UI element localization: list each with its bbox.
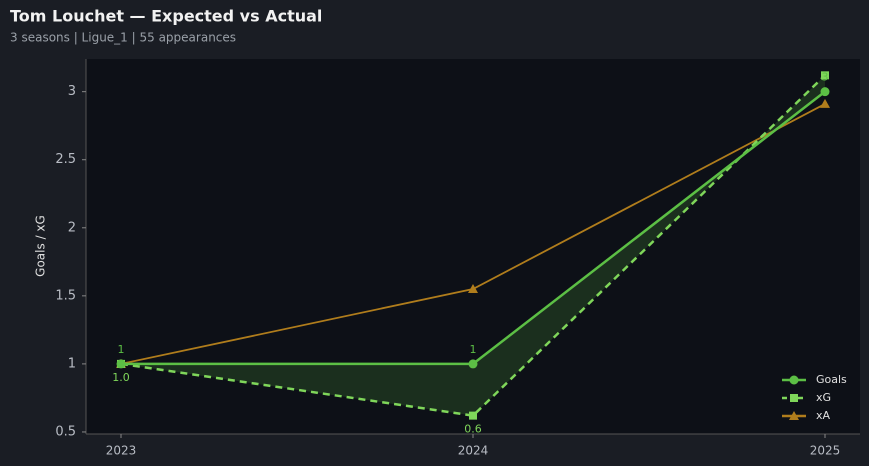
y-tick-label: 0.5: [55, 424, 76, 439]
value-label: 0.6: [464, 423, 482, 436]
point: [468, 359, 478, 369]
value-label: 3: [822, 71, 829, 84]
legend-marker: [790, 394, 798, 402]
value-label: 1: [118, 343, 125, 356]
y-tick-label: 3: [68, 84, 76, 99]
x-tick-label: 2024: [458, 444, 489, 458]
value-label: 1.0: [112, 371, 130, 384]
point: [468, 284, 478, 294]
value-label: 1: [470, 343, 477, 356]
y-tick-label: 1.5: [55, 288, 76, 303]
x-tick-label: 2025: [810, 444, 841, 458]
legend-marker: [789, 411, 799, 420]
point: [821, 71, 829, 80]
legend-marker: [789, 375, 799, 385]
legend-label: Goals: [816, 373, 847, 386]
chart-title: Tom Louchet — Expected vs Actual: [10, 7, 322, 26]
y-tick-label: 2: [68, 220, 76, 235]
x-tick-label: 2023: [106, 444, 137, 458]
point: [469, 411, 477, 420]
y-axis-label: Goals / xG: [34, 215, 48, 277]
y-tick-label: 1: [68, 356, 76, 371]
legend-label: xA: [816, 409, 831, 422]
legend-label: xG: [816, 391, 831, 404]
y-tick-label: 2.5: [55, 152, 76, 167]
plot-area: [86, 59, 860, 434]
point: [116, 359, 126, 369]
chart-subtitle: 3 seasons | Ligue_1 | 55 appearances: [10, 31, 236, 45]
point: [820, 87, 830, 97]
point: [820, 98, 830, 108]
